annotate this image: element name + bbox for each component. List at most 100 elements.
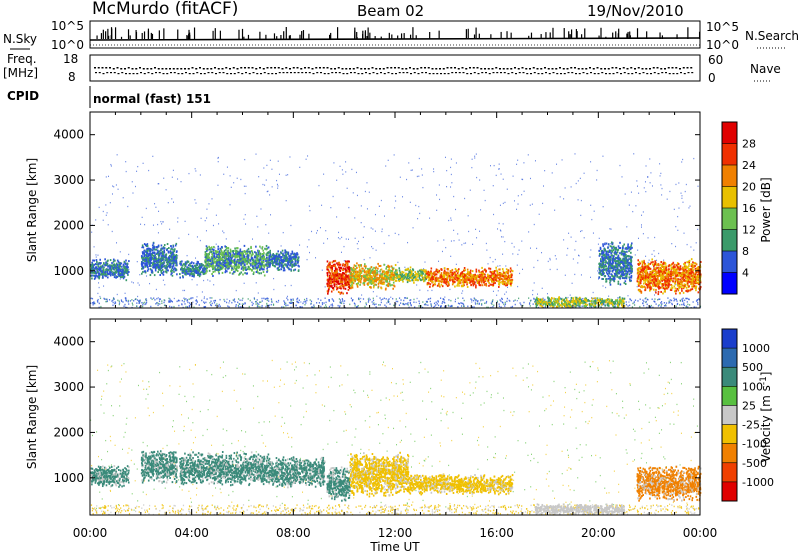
echo-speck: [633, 300, 635, 303]
nave-point: [421, 72, 424, 74]
echo-speck: [290, 306, 292, 309]
echo-cell: [392, 278, 395, 281]
echo-cell: [185, 262, 188, 265]
echo-cell: [225, 248, 227, 251]
echo-speck: [105, 298, 107, 300]
echo-cell: [91, 261, 93, 264]
echo-speck: [556, 268, 558, 271]
echo-speck: [471, 301, 473, 303]
nave-point: [98, 72, 101, 74]
echo-cell: [276, 267, 279, 270]
echo-cell: [115, 275, 118, 278]
echo-speck: [518, 297, 520, 300]
nave-point: [406, 72, 409, 74]
echo-speck: [125, 300, 128, 302]
echo-cell: [334, 263, 336, 266]
echo-cell: [116, 270, 119, 273]
echo-cell: [285, 258, 287, 261]
echo-speck: [112, 297, 115, 299]
echo-speck: [677, 215, 679, 218]
echo-cell: [168, 262, 171, 265]
echo-speck: [418, 175, 420, 177]
echo-cell: [339, 263, 341, 266]
echo-cell: [297, 259, 300, 262]
echo-speck: [660, 304, 662, 306]
echo-speck: [610, 243, 612, 245]
echo-cell: [191, 275, 194, 278]
echo-speck: [569, 300, 571, 302]
echo-speck: [485, 302, 487, 304]
echo-cell: [233, 255, 235, 258]
echo-speck: [266, 299, 268, 302]
echo-cell: [222, 251, 225, 254]
echo-cell: [295, 253, 298, 256]
echo-cell: [392, 267, 395, 270]
echo-speck: [592, 232, 594, 234]
echo-cell: [292, 256, 294, 259]
echo-cell: [105, 261, 107, 264]
echo-speck: [308, 205, 310, 207]
echo-speck: [265, 297, 267, 300]
echo-cell: [417, 274, 420, 277]
echo-speck: [651, 253, 653, 255]
echo-cell: [94, 276, 97, 279]
echo-speck: [670, 299, 673, 302]
echo-speck: [144, 223, 146, 226]
echo-speck: [340, 301, 342, 303]
echo-cell: [234, 262, 237, 265]
echo-speck: [131, 181, 133, 183]
echo-speck: [297, 301, 299, 304]
echo-speck: [475, 281, 477, 283]
echo-speck: [516, 163, 518, 165]
echo-cell: [231, 265, 233, 268]
echo-cell: [341, 283, 344, 286]
echo-speck: [499, 265, 501, 267]
echo-speck: [321, 303, 324, 306]
echo-speck: [132, 192, 134, 194]
echo-speck: [671, 242, 673, 245]
echo-speck: [501, 301, 503, 304]
echo-cell: [264, 263, 267, 266]
echo-cell: [92, 268, 94, 271]
echo-speck: [223, 298, 225, 301]
echo-cell: [356, 284, 359, 287]
echo-speck: [144, 303, 146, 306]
echo-cell: [296, 261, 299, 264]
echo-speck: [112, 299, 114, 302]
echo-cell: [350, 267, 352, 270]
echo-speck: [288, 301, 290, 304]
freq-point: [379, 68, 381, 70]
echo-cell: [203, 272, 206, 275]
echo-cell: [251, 251, 254, 254]
nave-point: [522, 72, 525, 74]
echo-cell: [282, 264, 285, 267]
nave-point: [687, 72, 690, 74]
echo-speck: [681, 303, 683, 306]
echo-cell: [224, 254, 227, 257]
freq-point: [262, 68, 265, 70]
echo-cell: [365, 265, 367, 268]
echo-cell: [163, 251, 166, 254]
nave-point: [417, 73, 420, 75]
echo-speck: [91, 231, 93, 233]
echo-cell: [348, 287, 351, 290]
freq-point: [240, 67, 243, 69]
echo-speck: [169, 228, 171, 230]
echo-cell: [372, 277, 375, 280]
nave-point: [241, 73, 244, 75]
nave-point: [612, 73, 615, 75]
echo-cell: [238, 273, 240, 276]
echo-cell: [363, 269, 366, 272]
echo-cell: [288, 268, 291, 271]
echo-speck: [471, 306, 473, 308]
echo-cell: [367, 268, 370, 271]
echo-speck: [636, 185, 638, 187]
echo-cell: [210, 248, 213, 251]
nave-point: [147, 72, 150, 74]
echo-speck: [195, 202, 197, 204]
echo-cell: [219, 247, 222, 250]
echo-speck: [188, 305, 190, 308]
echo-speck: [256, 299, 258, 301]
echo-cell: [114, 270, 117, 273]
echo-speck: [355, 306, 358, 308]
